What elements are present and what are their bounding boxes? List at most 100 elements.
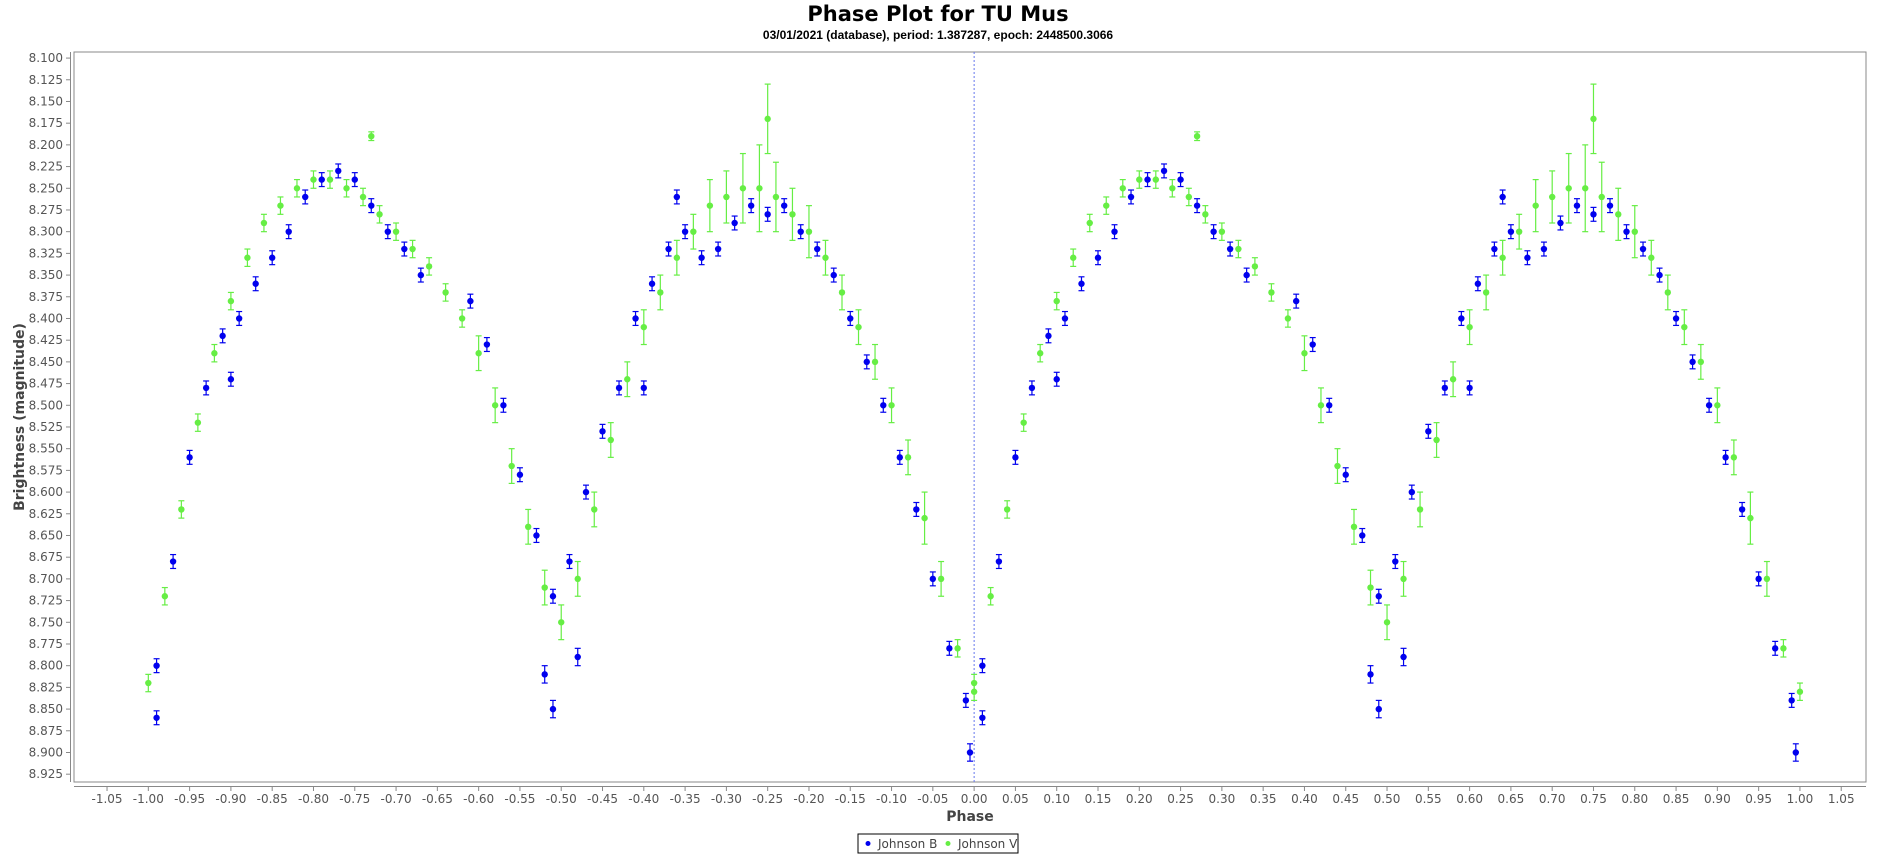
point-marker (640, 323, 648, 331)
data-point (1028, 380, 1036, 396)
point-marker (599, 428, 606, 435)
data-point (227, 371, 235, 387)
x-tick-label: 0.50 (1374, 792, 1401, 806)
point-marker (615, 384, 623, 392)
point-marker (731, 219, 738, 227)
point-marker (260, 219, 268, 227)
data-point (1449, 361, 1457, 398)
data-point (1590, 206, 1597, 222)
point-marker (1169, 185, 1176, 192)
point-marker (1020, 419, 1027, 426)
legend-johnson-v-marker (945, 841, 951, 846)
data-point (1796, 682, 1804, 702)
y-tick-label: 8.475 (29, 377, 63, 391)
point-marker (1152, 176, 1160, 183)
legend-johnson-v-label: Johnson V (957, 837, 1018, 851)
data-point (764, 206, 771, 222)
point-marker (549, 593, 557, 600)
data-point (966, 743, 974, 762)
point-marker (970, 679, 978, 687)
series-johnson-v (145, 83, 1804, 702)
point-marker (1681, 323, 1688, 331)
x-tick-label: 0.45 (1332, 792, 1359, 806)
data-point (1697, 343, 1705, 380)
y-tick-label: 8.600 (29, 485, 63, 499)
data-point (1598, 161, 1605, 233)
data-point (384, 224, 392, 240)
data-point (574, 560, 581, 597)
data-point (673, 189, 681, 205)
point-marker (169, 558, 177, 565)
data-point (640, 309, 648, 346)
point-marker (1193, 132, 1201, 140)
point-marker (293, 185, 301, 192)
point-marker (1524, 254, 1531, 261)
y-tick-label: 8.875 (29, 724, 63, 738)
point-marker (1474, 280, 1482, 287)
point-marker (1284, 315, 1292, 322)
data-point (1383, 604, 1391, 641)
data-point (343, 178, 350, 198)
point-marker (1375, 705, 1382, 713)
point-marker (814, 245, 821, 253)
data-point (1631, 205, 1638, 259)
data-point (913, 501, 920, 517)
y-tick-label: 8.500 (29, 398, 63, 412)
point-marker (1127, 193, 1135, 201)
data-point (814, 241, 821, 257)
y-tick-label: 8.625 (29, 507, 63, 521)
point-marker (1350, 523, 1358, 531)
point-marker (1185, 193, 1193, 201)
point-marker (401, 245, 408, 253)
point-marker (747, 202, 755, 209)
data-point (979, 658, 986, 674)
data-point (830, 267, 837, 283)
chart-subtitle: 03/01/2021 (database), period: 1.387287,… (763, 28, 1114, 42)
y-tick-label: 8.900 (29, 745, 63, 759)
point-marker (706, 202, 714, 209)
data-point (368, 198, 375, 214)
y-tick-label: 8.300 (29, 225, 63, 239)
data-point (657, 274, 664, 311)
point-marker (541, 671, 548, 678)
plot-area (73, 51, 1867, 783)
x-tick-label: -0.25 (752, 792, 783, 806)
data-point (607, 422, 614, 458)
point-marker (145, 679, 152, 687)
data-point (425, 257, 433, 276)
point-marker (822, 254, 829, 261)
data-point (1400, 560, 1407, 597)
legend-box (857, 833, 1019, 854)
point-marker (1672, 315, 1680, 322)
y-tick-label: 8.700 (29, 572, 63, 586)
data-point (1425, 423, 1432, 439)
point-marker (1796, 688, 1804, 695)
point-marker (1606, 202, 1614, 209)
data-point (1210, 224, 1217, 240)
x-tick-label: -0.80 (298, 792, 329, 806)
point-marker (227, 376, 235, 383)
data-point (401, 241, 408, 257)
point-marker (359, 193, 367, 201)
point-marker (1648, 254, 1655, 261)
data-point (929, 571, 937, 587)
data-point (1268, 283, 1275, 302)
point-marker (1515, 228, 1523, 235)
data-point (211, 343, 218, 363)
point-marker (1226, 245, 1234, 253)
point-marker (764, 211, 771, 218)
data-point (417, 267, 425, 283)
data-point (665, 241, 672, 257)
point-marker (1210, 228, 1217, 235)
data-point (359, 187, 367, 207)
point-marker (392, 228, 400, 235)
data-point (1301, 335, 1308, 372)
point-marker (962, 697, 970, 704)
point-marker (1334, 462, 1341, 470)
data-point (1094, 250, 1102, 266)
point-marker (508, 462, 515, 470)
data-point (1127, 189, 1135, 205)
x-tick-label: 0.95 (1745, 792, 1772, 806)
point-marker (318, 176, 325, 183)
data-point (1474, 276, 1482, 292)
